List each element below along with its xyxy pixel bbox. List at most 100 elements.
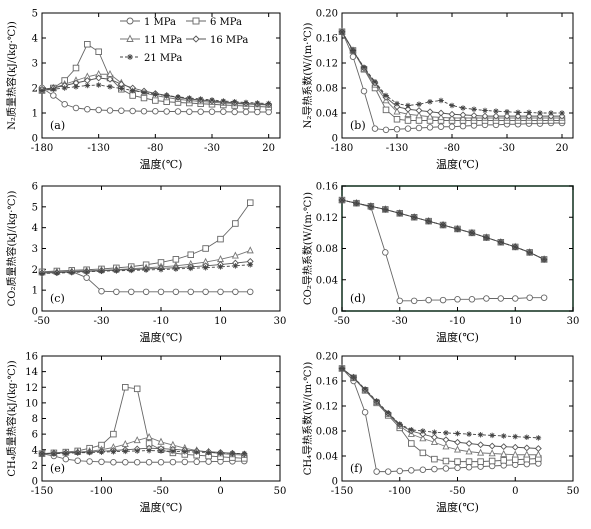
data-point <box>426 112 434 120</box>
data-point <box>83 269 90 275</box>
data-point <box>84 105 91 113</box>
y-tick-label: 5 <box>32 9 38 20</box>
data-point <box>172 288 180 296</box>
data-point <box>157 437 165 445</box>
data-point <box>110 430 117 438</box>
legend-label: 16 MPa <box>210 35 248 46</box>
x-axis-label: 温度(℃) <box>436 330 479 344</box>
legend: 1 MPa 6 MPa 11 MPa 16 MPa 21 MPa <box>120 17 248 64</box>
data-point <box>169 458 177 466</box>
data-point <box>84 41 91 48</box>
data-point <box>448 123 456 130</box>
data-point <box>95 48 102 56</box>
data-point <box>448 110 456 118</box>
data-point <box>385 410 391 416</box>
data-point <box>438 97 444 104</box>
x-tick-label: 0 <box>512 486 518 497</box>
legend-label: 11 MPa <box>144 35 182 46</box>
y-tick-label: 10 <box>25 398 38 409</box>
data-point <box>425 218 432 224</box>
data-point <box>465 440 473 447</box>
data-point <box>84 82 91 89</box>
data-point <box>404 125 412 132</box>
data-point <box>419 466 427 474</box>
data-point <box>427 98 433 105</box>
x-tick-label: -30 <box>93 316 109 327</box>
y-tick-label: 3 <box>32 244 38 255</box>
data-point <box>95 106 102 114</box>
data-point <box>110 459 117 466</box>
data-point <box>170 448 176 455</box>
data-point <box>372 78 378 85</box>
data-point <box>466 431 472 437</box>
data-point <box>127 288 135 296</box>
y-tick-label: 0.08 <box>316 84 338 95</box>
y-tick-label: 0 <box>332 134 338 145</box>
x-tick-label: -100 <box>90 486 112 497</box>
data-point <box>439 296 447 304</box>
data-point <box>246 288 254 296</box>
data-point <box>477 441 485 449</box>
data-point <box>493 108 499 114</box>
y-tick-label: 0.08 <box>316 427 338 438</box>
series-line <box>42 450 245 455</box>
data-point <box>526 294 533 301</box>
data-point <box>361 409 369 416</box>
data-point <box>415 124 423 132</box>
series-line <box>41 84 269 104</box>
data-point <box>220 98 227 104</box>
data-point <box>523 450 531 458</box>
data-point <box>393 115 401 123</box>
x-tick-label: -50 <box>334 316 350 327</box>
y-tick-label: 0.12 <box>316 213 338 224</box>
data-point <box>483 295 490 302</box>
data-point <box>500 449 508 457</box>
data-point <box>396 467 404 475</box>
y-tick-label: 12 <box>25 383 38 394</box>
data-point <box>526 109 532 116</box>
data-point <box>173 266 179 272</box>
legend-label: 1 MPa <box>144 17 176 28</box>
data-point <box>442 442 450 450</box>
data-point <box>442 465 450 472</box>
data-point <box>254 108 261 116</box>
data-point <box>197 96 204 102</box>
data-point <box>382 206 389 213</box>
y-tick-label: 4 <box>32 34 38 45</box>
data-point <box>217 235 224 243</box>
data-point <box>408 467 415 474</box>
data-point <box>231 108 238 116</box>
data-point <box>454 226 461 232</box>
chart-panel-c: -50 -30 -10 10 30 0 1 2 3 4 5 6 温度(℃) CO₂质量热容(kJ/(kg·… <box>5 182 286 345</box>
plot-frame <box>41 12 281 139</box>
x-tick-label: 30 <box>567 316 580 327</box>
data-point <box>477 458 484 465</box>
data-point <box>243 99 249 106</box>
data-point <box>197 108 204 115</box>
data-point <box>415 111 423 119</box>
data-point <box>415 107 423 114</box>
data-point <box>241 450 248 457</box>
data-point <box>382 249 389 256</box>
x-axis-label: 温度(℃) <box>436 500 479 514</box>
x-tick-label: -130 <box>386 143 408 154</box>
data-point <box>133 459 141 466</box>
data-point <box>72 104 80 112</box>
data-point <box>454 296 461 303</box>
chart-panel-d: -50 -30 -10 10 30 0 0.04 0.08 0.12 0.16 温度(℃) CO₂导热… <box>301 182 579 345</box>
data-point <box>182 448 188 455</box>
x-tick-label: -50 <box>449 486 465 497</box>
data-point <box>362 386 368 392</box>
y-tick-label: 0.20 <box>316 352 338 363</box>
data-point <box>73 83 79 90</box>
data-point <box>232 288 239 296</box>
data-point <box>129 92 136 99</box>
data-point <box>537 110 543 116</box>
data-point <box>181 458 189 466</box>
data-point <box>420 428 426 434</box>
data-point <box>98 449 105 455</box>
data-point <box>482 107 488 114</box>
x-axis-label: 温度(℃) <box>140 500 183 514</box>
data-point <box>483 234 490 241</box>
data-point <box>425 296 432 304</box>
